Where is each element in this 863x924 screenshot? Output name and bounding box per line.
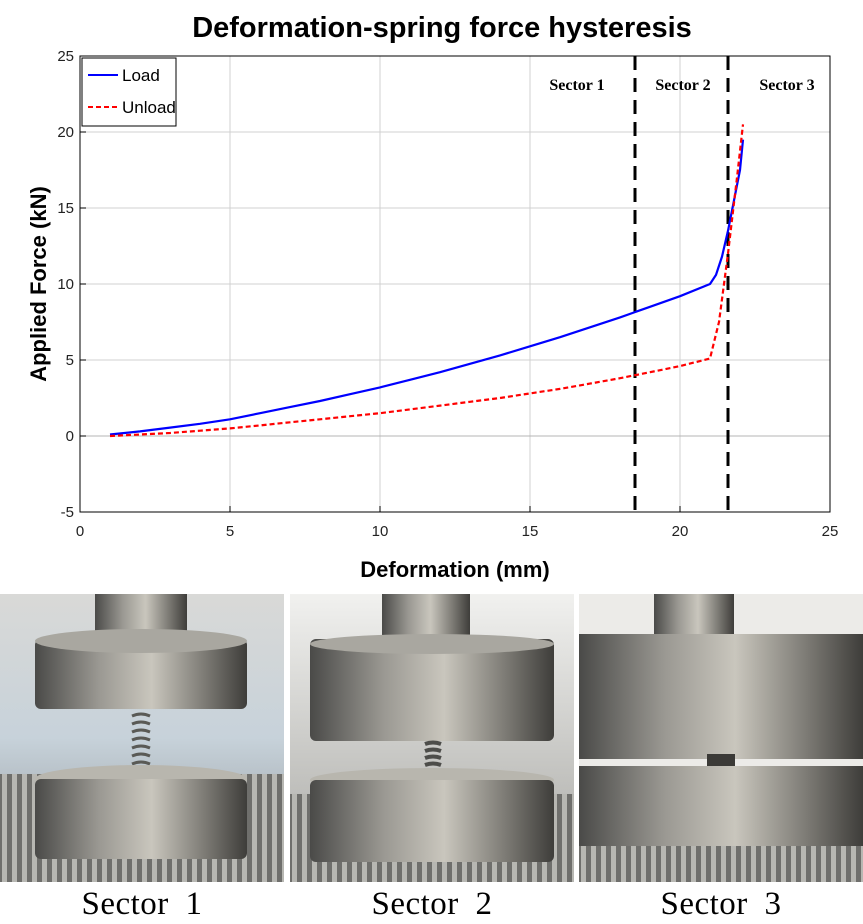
spring-sector-2-photo bbox=[290, 594, 574, 882]
sector-label: Sector 3 bbox=[759, 77, 814, 94]
y-tick-label: 10 bbox=[57, 276, 74, 293]
sector-2-caption: Sector 2 bbox=[371, 886, 493, 922]
y-tick-label: 5 bbox=[66, 352, 74, 369]
series-line-load bbox=[109, 139, 745, 436]
y-tick-label: 25 bbox=[57, 48, 74, 65]
x-tick-label: 15 bbox=[522, 523, 539, 540]
sector-1-caption: Sector 1 bbox=[81, 886, 203, 922]
spring-sector-3-photo bbox=[579, 594, 863, 882]
x-tick-label: 20 bbox=[672, 523, 689, 540]
x-tick-label: 5 bbox=[226, 523, 234, 540]
y-tick-label: -5 bbox=[61, 504, 74, 521]
chart-title: Deformation-spring force hysteresis bbox=[192, 12, 692, 44]
y-tick-label: 15 bbox=[57, 200, 74, 217]
legend-label: Load bbox=[122, 66, 160, 85]
hysteresis-chart: Deformation-spring force hysteresis 0 5 10… bbox=[26, 12, 839, 582]
x-axis-label: Deformation (mm) bbox=[360, 557, 549, 582]
x-tick-label: 25 bbox=[822, 523, 839, 540]
sector-3-caption: Sector 3 bbox=[660, 886, 782, 922]
legend-label: Unload bbox=[122, 98, 176, 117]
y-tick-label: 20 bbox=[57, 124, 74, 141]
sector-label: Sector 1 bbox=[549, 77, 604, 94]
sector-label: Sector 2 bbox=[655, 77, 710, 94]
y-axis-label: Applied Force (kN) bbox=[26, 186, 51, 382]
legend-box bbox=[81, 57, 177, 127]
series-line-unload bbox=[109, 124, 745, 438]
spring-sector-1-photo bbox=[0, 594, 284, 882]
y-tick-label: 0 bbox=[66, 428, 74, 445]
x-tick-label: 10 bbox=[372, 523, 389, 540]
x-tick-label: 0 bbox=[76, 523, 84, 540]
